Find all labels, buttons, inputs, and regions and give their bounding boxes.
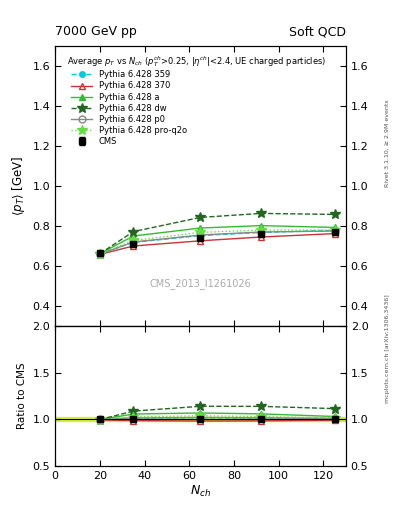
Pythia 6.428 pro-q2o: [259, 227, 263, 233]
Pythia 6.428 a: [198, 225, 203, 231]
Line: Pythia 6.428 dw: Pythia 6.428 dw: [95, 208, 340, 259]
Pythia 6.428 370: [259, 234, 263, 240]
Pythia 6.428 p0: [198, 232, 203, 238]
Text: Average $p_T$ vs $N_{ch}$ ($p_T^{ch}$>0.25, $|\eta^{ch}|$<2.4, UE charged partic: Average $p_T$ vs $N_{ch}$ ($p_T^{ch}$>0.…: [67, 54, 326, 70]
Pythia 6.428 pro-q2o: [332, 227, 337, 233]
Pythia 6.428 dw: [131, 228, 136, 234]
Pythia 6.428 pro-q2o: [131, 238, 136, 244]
Pythia 6.428 pro-q2o: [198, 229, 203, 236]
Pythia 6.428 dw: [97, 251, 102, 257]
Line: Pythia 6.428 a: Pythia 6.428 a: [96, 222, 338, 257]
Y-axis label: $\langle p_T \rangle$ [GeV]: $\langle p_T \rangle$ [GeV]: [10, 156, 27, 216]
Text: 7000 GeV pp: 7000 GeV pp: [55, 26, 137, 38]
Text: Soft QCD: Soft QCD: [289, 26, 346, 38]
Line: Pythia 6.428 p0: Pythia 6.428 p0: [96, 227, 338, 258]
Line: Pythia 6.428 pro-q2o: Pythia 6.428 pro-q2o: [95, 225, 340, 259]
Pythia 6.428 370: [332, 230, 337, 237]
Legend: Pythia 6.428 359, Pythia 6.428 370, Pythia 6.428 a, Pythia 6.428 dw, Pythia 6.42: Pythia 6.428 359, Pythia 6.428 370, Pyth…: [68, 67, 190, 149]
Pythia 6.428 a: [259, 223, 263, 229]
Pythia 6.428 359: [131, 239, 136, 245]
Pythia 6.428 p0: [131, 239, 136, 245]
Pythia 6.428 370: [198, 238, 203, 244]
Pythia 6.428 p0: [332, 228, 337, 234]
Pythia 6.428 370: [97, 251, 102, 258]
Line: Pythia 6.428 370: Pythia 6.428 370: [96, 230, 338, 258]
Pythia 6.428 359: [198, 232, 203, 239]
Pythia 6.428 370: [131, 243, 136, 249]
Pythia 6.428 a: [97, 251, 102, 257]
Text: CMS_2013_I1261026: CMS_2013_I1261026: [150, 279, 251, 289]
Pythia 6.428 p0: [97, 251, 102, 257]
Pythia 6.428 a: [332, 224, 337, 230]
Pythia 6.428 p0: [259, 229, 263, 235]
Y-axis label: Ratio to CMS: Ratio to CMS: [17, 362, 27, 429]
Text: Rivet 3.1.10, ≥ 2.9M events: Rivet 3.1.10, ≥ 2.9M events: [385, 99, 389, 187]
Pythia 6.428 a: [131, 233, 136, 239]
Pythia 6.428 pro-q2o: [97, 251, 102, 257]
Pythia 6.428 dw: [198, 215, 203, 221]
Line: Pythia 6.428 359: Pythia 6.428 359: [97, 228, 338, 257]
Pythia 6.428 359: [97, 250, 102, 257]
Pythia 6.428 359: [259, 229, 263, 236]
X-axis label: $N_{ch}$: $N_{ch}$: [190, 483, 211, 499]
Pythia 6.428 359: [332, 227, 337, 233]
Bar: [55, 417, 346, 421]
Pythia 6.428 dw: [259, 210, 263, 217]
Text: mcplots.cern.ch [arXiv:1306.3436]: mcplots.cern.ch [arXiv:1306.3436]: [385, 294, 389, 402]
Pythia 6.428 dw: [332, 211, 337, 218]
